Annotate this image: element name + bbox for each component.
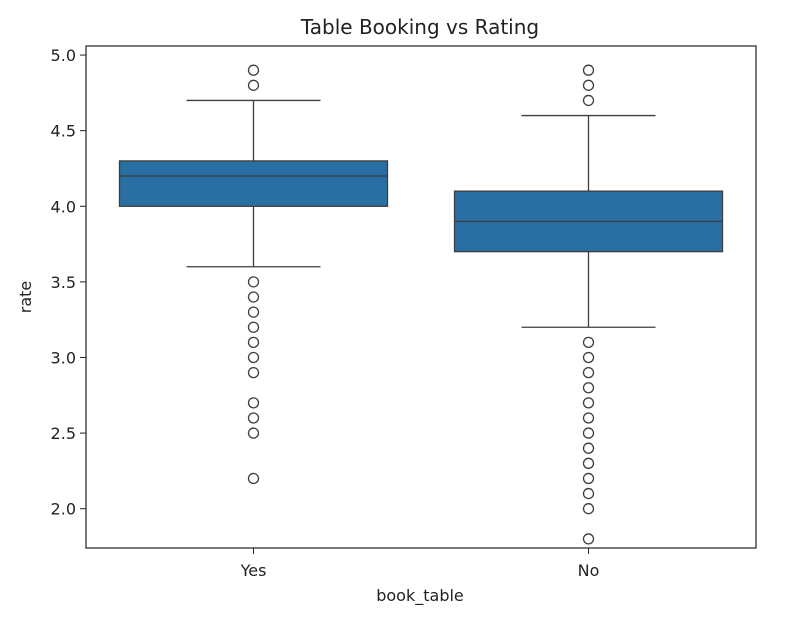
y-axis: 2.0 2.5 3.0 3.5 4.0 4.5 5.0 <box>51 46 86 519</box>
outlier-point <box>247 321 260 333</box>
outlier-point <box>582 382 595 394</box>
outlier-point <box>247 79 260 91</box>
outlier-point <box>582 351 595 364</box>
y-tick-label: 5.0 <box>51 46 76 65</box>
outlier-point <box>582 472 595 485</box>
outlier-point <box>247 472 260 485</box>
x-tick-label: No <box>578 561 600 580</box>
y-tick-label: 4.0 <box>51 197 76 216</box>
y-axis-title: rate <box>16 281 35 314</box>
iqr-box <box>118 160 389 207</box>
outlier-point <box>582 79 595 91</box>
outlier-point <box>247 291 260 303</box>
outlier-point <box>582 64 595 76</box>
outlier-point <box>247 306 260 318</box>
box-group-yes <box>118 64 389 485</box>
outlier-point <box>247 351 260 364</box>
outlier-point <box>247 366 260 379</box>
boxes-layer <box>118 64 724 545</box>
x-axis: Yes No <box>240 548 600 580</box>
outlier-point <box>582 503 595 515</box>
plot-frame <box>85 45 757 549</box>
outlier-point <box>247 64 260 76</box>
y-tick-label: 4.5 <box>51 122 76 141</box>
x-axis-title: book_table <box>376 586 464 606</box>
outlier-point <box>582 397 595 409</box>
box-group-no <box>453 64 724 545</box>
y-tick-label: 2.0 <box>51 500 76 519</box>
x-tick-label: Yes <box>240 561 267 580</box>
outlier-point <box>582 412 595 424</box>
outlier-point <box>247 397 260 409</box>
outlier-point <box>582 457 595 469</box>
outlier-point <box>582 533 595 545</box>
outlier-point <box>582 487 595 500</box>
outlier-point <box>247 336 260 349</box>
outlier-point <box>582 336 595 349</box>
outlier-point <box>582 94 595 107</box>
outlier-point <box>582 366 595 379</box>
outlier-point <box>582 442 595 454</box>
y-tick-label: 2.5 <box>51 424 76 443</box>
outlier-point <box>247 427 260 439</box>
chart-title: Table Booking vs Rating <box>300 15 539 39</box>
outlier-point <box>582 427 595 439</box>
y-tick-label: 3.0 <box>51 348 76 367</box>
outlier-point <box>247 276 260 288</box>
outlier-point <box>247 412 260 424</box>
y-tick-label: 3.5 <box>51 273 76 292</box>
